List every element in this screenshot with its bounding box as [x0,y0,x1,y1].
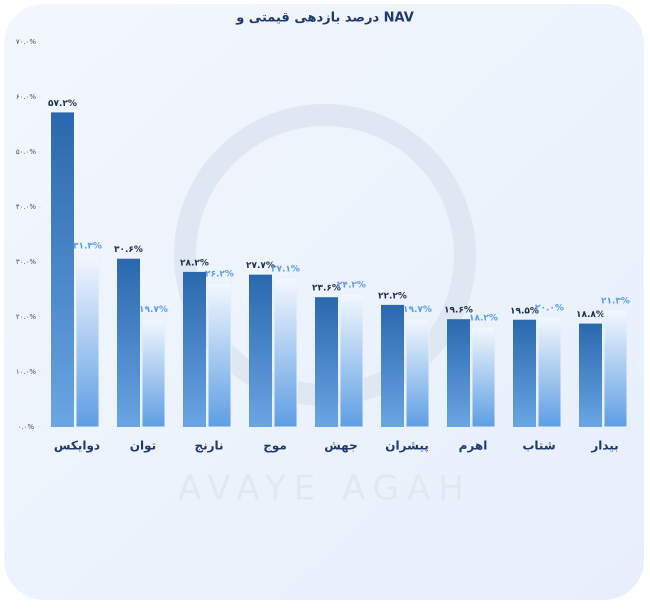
value-label: ۲۷.۱% [271,264,300,274]
value-label: ۲۱.۳% [601,296,630,306]
y-tick-label: ۱۰.۰% [16,368,37,376]
y-tick-label: ۷۰.۰% [16,38,37,46]
bar [513,319,536,427]
y-tick-label: ۳۰.۰% [16,258,37,266]
value-label: ۲۳.۶% [312,284,341,294]
value-label: ۱۸.۲% [469,313,498,323]
bar [579,323,602,427]
value-label: ۲۶.۲% [205,269,234,279]
chart-title: درصد بازدهی قیمتی و NAV [235,11,414,26]
bar [207,282,232,428]
x-tick-label: جهش [324,439,358,453]
bar [51,112,74,428]
value-label: ۲۴.۲% [337,280,366,290]
value-label: ۲۰.۰% [535,304,564,314]
bar [249,274,272,427]
bar [471,326,496,428]
bar [273,277,298,428]
bar [117,258,140,427]
x-tick-label: اهرم [459,439,488,454]
bar [447,319,470,427]
x-tick-label: دوایکس [54,439,100,454]
bar [183,271,206,427]
bar [75,254,100,428]
value-label: ۱۹.۶% [444,306,473,316]
bar [537,316,562,428]
value-label: ۱۹.۷% [139,305,168,315]
x-tick-label: شتاب [522,439,555,453]
value-label: ۱۹.۵% [510,306,539,316]
watermark: AVAYE AGAH [178,469,472,509]
value-label: ۲۲.۲% [378,291,407,301]
value-label: ۱۹.۷% [403,305,432,315]
x-tick-label: توان [130,439,156,454]
y-tick-label: ۴۰.۰% [16,203,37,211]
bar [141,318,166,428]
bar [603,309,628,428]
x-tick-label: موج [263,439,287,454]
bar [339,293,364,428]
bar [315,297,338,427]
x-tick-label: پیشران [385,439,428,453]
value-label: ۵۷.۲% [48,99,77,109]
bar [381,304,404,427]
value-label: ۳۱.۳% [73,241,102,251]
value-label: ۲۸.۲% [180,258,209,268]
x-tick-label: نارنج [194,439,223,453]
y-tick-label: ۵۰.۰% [16,148,37,156]
bar [405,318,430,428]
y-tick-label: ۰.۰% [18,423,35,431]
value-label: ۳۰.۶% [114,245,143,255]
value-label: ۱۸.۸% [576,310,605,320]
x-tick-label: بیدار [590,439,618,453]
y-tick-label: ۶۰.۰% [16,93,37,101]
value-label: ۲۷.۷% [246,261,275,271]
y-tick-label: ۲۰.۰% [16,313,37,321]
